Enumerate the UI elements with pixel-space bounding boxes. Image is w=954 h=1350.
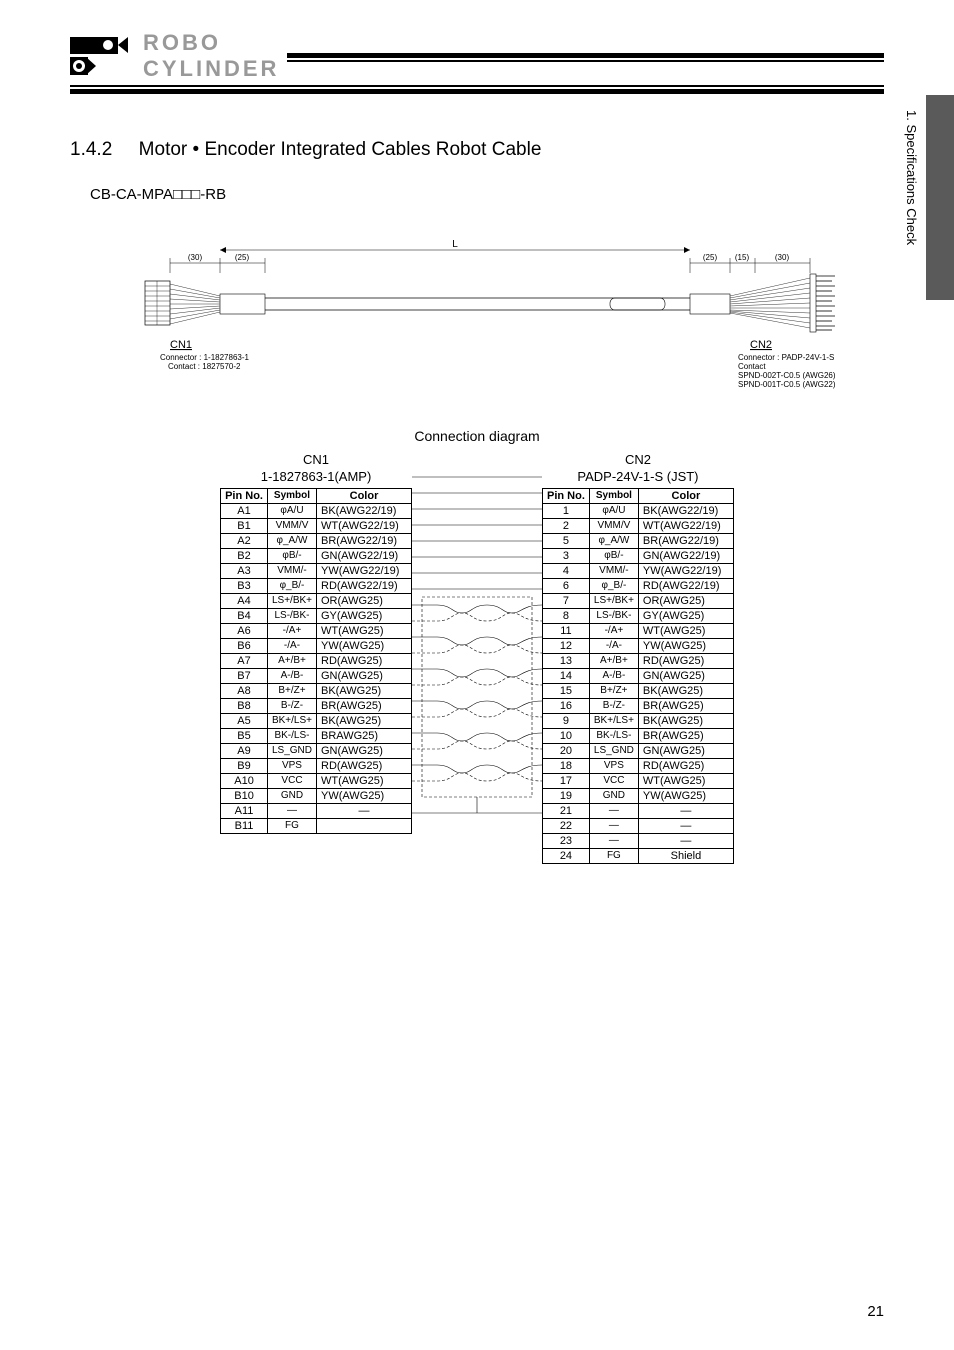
table-row: 8LS-/BK-GY(AWG25) [543,608,734,623]
cn1-label: CN1 [170,339,192,351]
cn1-conn: Connector : 1-1827863-1 [160,353,250,362]
table-row: 1φA/UBK(AWG22/19) [543,503,734,518]
table-row: 12-/A-YW(AWG25) [543,638,734,653]
cn2-title2: PADP-24V-1-S (JST) [577,469,698,484]
table-row: A5BK+/LS+BK(AWG25) [221,713,412,728]
table-row: A2φ_A/WBR(AWG22/19) [221,533,412,548]
table-row: A3VMM/-YW(AWG22/19) [221,563,412,578]
table-row: A4LS+/BK+OR(AWG25) [221,593,412,608]
table-row: 10BK-/LS-BR(AWG25) [543,728,734,743]
table-row: B10GNDYW(AWG25) [221,788,412,803]
table-row: 13A+/B+RD(AWG25) [543,653,734,668]
table-row: A8B+/Z+BK(AWG25) [221,683,412,698]
dim-L: L [452,239,458,250]
logo-icon [70,35,135,77]
tables-row: CN1 1-1827863-1(AMP) Pin No. Symbol Colo… [70,452,884,864]
cn1-title1: CN1 [303,452,329,467]
table-row: 21—— [543,803,734,818]
cn1-h-clr: Color [317,488,412,503]
cn2-sp2: SPND-001T-C0.5 (AWG22) [738,380,836,389]
cn1-title2: 1-1827863-1(AMP) [261,469,372,484]
table-row: 5φ_A/WBR(AWG22/19) [543,533,734,548]
cn1-h-pin: Pin No. [221,488,268,503]
dim-right-30: (30) [775,253,790,262]
logo-header: ROBO CYLINDER [70,30,884,82]
logo-line2: CYLINDER [143,56,279,82]
cn2-h-sym: Symbol [589,488,638,503]
table-row: 9BK+/LS+BK(AWG25) [543,713,734,728]
table-row: 6φ_B/-RD(AWG22/19) [543,578,734,593]
cn1-table: Pin No. Symbol Color A1φA/UBK(AWG22/19)B… [220,488,412,834]
side-tab [926,95,954,300]
table-row: A10VCCWT(AWG25) [221,773,412,788]
table-row: A9LS_GNDGN(AWG25) [221,743,412,758]
table-row: A7A+/B+RD(AWG25) [221,653,412,668]
table-row: B2φB/-GN(AWG22/19) [221,548,412,563]
section-title: 1.4.2 Motor • Encoder Integrated Cables … [70,139,884,161]
table-row: B9VPSRD(AWG25) [221,758,412,773]
table-row: 4VMM/-YW(AWG22/19) [543,563,734,578]
table-row: A11—— [221,803,412,818]
cn2-h-pin: Pin No. [543,488,590,503]
model-code: CB-CA-MPA□□□-RB [90,186,884,203]
cn1-h-sym: Symbol [267,488,316,503]
section-name: Motor • Encoder Integrated Cables Robot … [139,139,542,160]
cn1-table-block: CN1 1-1827863-1(AMP) Pin No. Symbol Colo… [220,452,412,864]
table-row: B11FG [221,818,412,833]
cable-diagram: L (30) (25) (25) (15) (30) [70,238,884,418]
dim-left-25: (25) [235,253,250,262]
wire-middle [412,452,542,864]
header-underline-1 [70,85,884,87]
table-row: 22—— [543,818,734,833]
table-row: A6-/A+WT(AWG25) [221,623,412,638]
side-tab-text: 1. Specifications Check [904,110,919,245]
table-row: B1VMM/VWT(AWG22/19) [221,518,412,533]
cn2-contact: Contact [738,362,766,371]
cn2-title1: CN2 [625,452,651,467]
table-row: A1φA/UBK(AWG22/19) [221,503,412,518]
table-row: B4LS-/BK-GY(AWG25) [221,608,412,623]
cn2-table-block: CN2 PADP-24V-1-S (JST) Pin No. Symbol Co… [542,452,734,864]
table-row: B3φ_B/-RD(AWG22/19) [221,578,412,593]
header-rule [287,51,884,62]
table-row: 17VCCWT(AWG25) [543,773,734,788]
cn2-conn: Connector : PADP-24V-1-S [738,353,834,362]
table-row: 3φB/-GN(AWG22/19) [543,548,734,563]
logo-text-block: ROBO CYLINDER [143,30,279,82]
table-row: 24FGShield [543,848,734,863]
table-row: 7LS+/BK+OR(AWG25) [543,593,734,608]
connection-diagram-title: Connection diagram [70,428,884,444]
table-row: B8B-/Z-BR(AWG25) [221,698,412,713]
cn2-h-clr: Color [638,488,733,503]
table-row: 16B-/Z-BR(AWG25) [543,698,734,713]
logo-line1: ROBO [143,30,279,56]
dim-left-30: (30) [188,253,203,262]
cn2-label: CN2 [750,339,772,351]
section-num: 1.4.2 [70,139,112,160]
dim-right-15: (15) [735,253,750,262]
table-row: B6-/A-YW(AWG25) [221,638,412,653]
table-row: 19GNDYW(AWG25) [543,788,734,803]
table-row: 11-/A+WT(AWG25) [543,623,734,638]
table-row: 14A-/B-GN(AWG25) [543,668,734,683]
cn2-sp1: SPND-002T-C0.5 (AWG26) [738,371,836,380]
table-row: 23—— [543,833,734,848]
table-row: 15B+/Z+BK(AWG25) [543,683,734,698]
table-row: 20LS_GNDGN(AWG25) [543,743,734,758]
table-row: B7A-/B-GN(AWG25) [221,668,412,683]
table-row: 2VMM/VWT(AWG22/19) [543,518,734,533]
cn1-contact: Contact : 1827570-2 [168,362,241,371]
cn2-table: Pin No. Symbol Color 1φA/UBK(AWG22/19)2V… [542,488,734,864]
header-underline-2 [70,89,884,94]
table-row: 18VPSRD(AWG25) [543,758,734,773]
page-number: 21 [867,1303,884,1320]
table-row: B5BK-/LS-BRAWG25) [221,728,412,743]
dim-right-25: (25) [703,253,718,262]
